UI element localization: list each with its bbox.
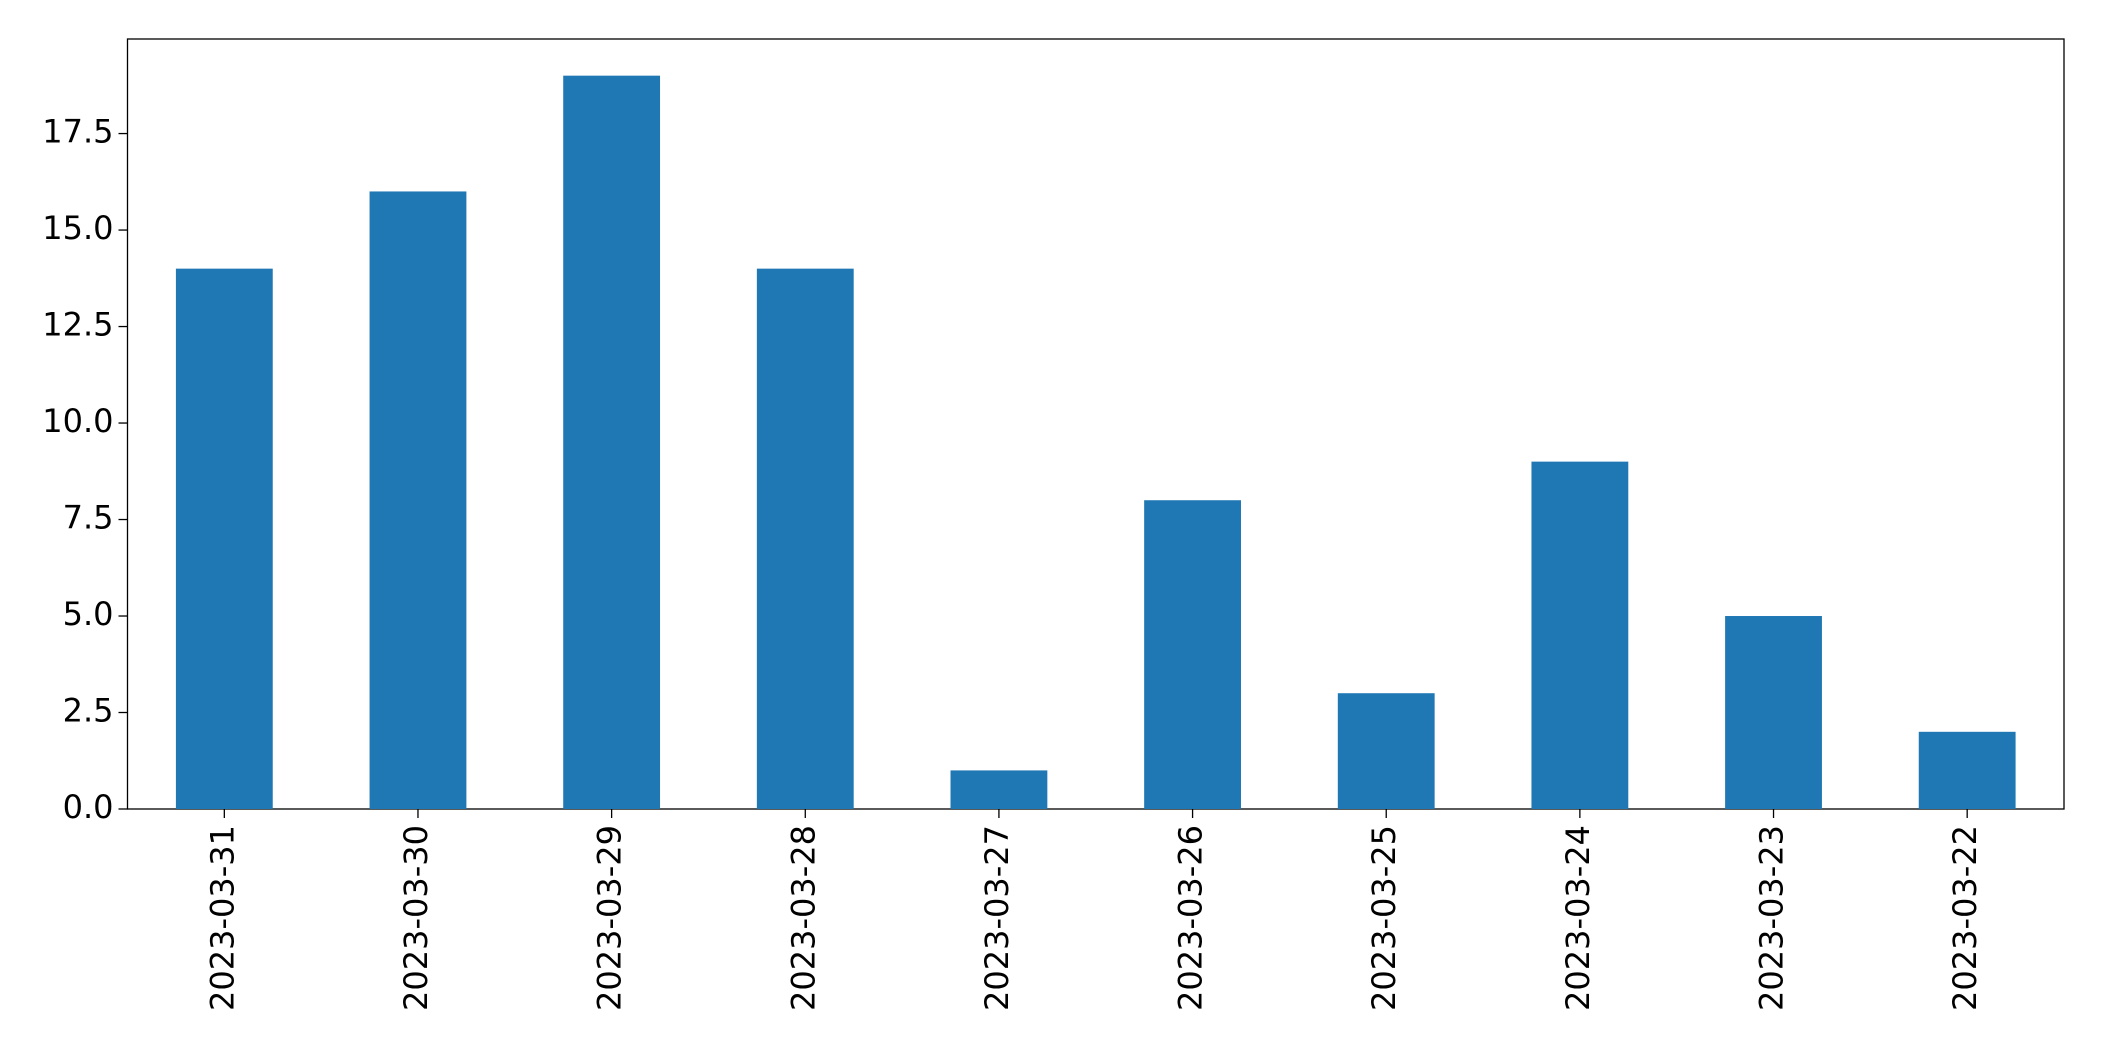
- bar: [756, 268, 854, 809]
- x-tick-label: 2023-03-28: [784, 825, 822, 1011]
- plot-frame: [126, 38, 2065, 810]
- x-tick-label: 2023-03-29: [591, 825, 629, 1011]
- y-tick-label: 0.0: [63, 788, 114, 826]
- y-tick-label: 10.0: [42, 402, 113, 440]
- bar: [1531, 461, 1629, 809]
- x-tick-label: 2023-03-30: [397, 825, 435, 1011]
- bar: [563, 75, 661, 809]
- x-tick-label: 2023-03-27: [978, 825, 1016, 1011]
- x-tick-label: 2023-03-26: [1172, 825, 1210, 1011]
- bar: [1918, 731, 2016, 809]
- x-tick-label: 2023-03-23: [1753, 825, 1791, 1011]
- bar: [175, 268, 273, 809]
- bar: [1337, 693, 1435, 809]
- bar: [369, 191, 467, 809]
- x-tick-label: 2023-03-22: [1946, 825, 1984, 1011]
- x-tick-label: 2023-03-25: [1365, 825, 1403, 1011]
- bar: [1144, 500, 1241, 809]
- bar: [1725, 616, 1822, 809]
- y-tick-label: 12.5: [42, 306, 113, 344]
- y-tick-label: 17.5: [42, 113, 113, 151]
- y-tick-label: 5.0: [63, 595, 114, 633]
- y-tick-label: 7.5: [63, 499, 114, 537]
- x-tick-label: 2023-03-31: [203, 825, 241, 1011]
- x-tick-label: 2023-03-24: [1559, 825, 1597, 1011]
- bar: [950, 770, 1048, 809]
- y-tick-label: 15.0: [42, 209, 113, 247]
- y-tick-label: 2.5: [63, 692, 114, 730]
